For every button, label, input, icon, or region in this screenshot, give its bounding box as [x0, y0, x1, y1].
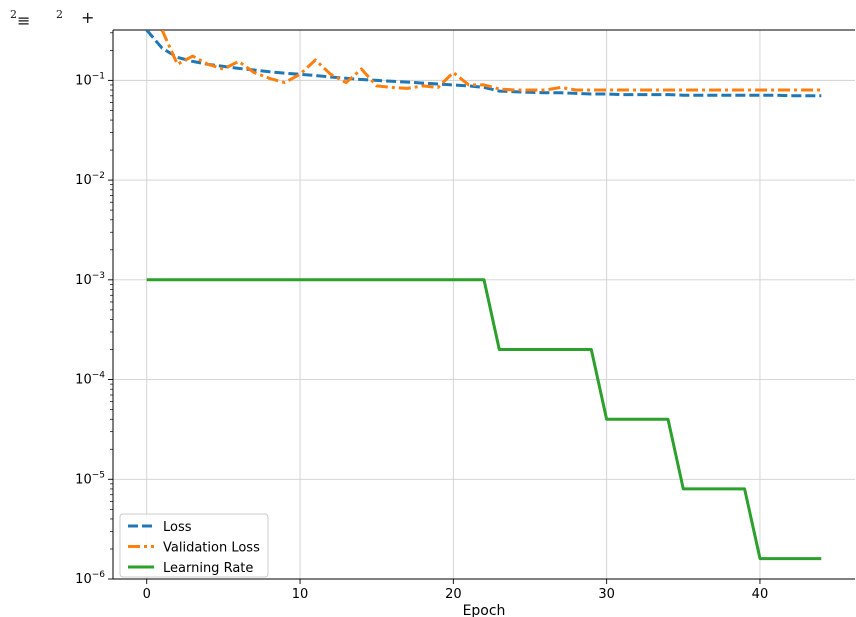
legend-label: Learning Rate — [163, 561, 253, 576]
series-line-loss — [145, 30, 822, 98]
x-tick-label: 0 — [143, 587, 151, 602]
x-tick-label: 10 — [292, 587, 309, 602]
plus-icon[interactable]: + — [81, 8, 95, 27]
series-group — [145, 30, 822, 561]
x-tick-label: 40 — [752, 587, 769, 602]
series-line-learning-rate — [146, 278, 822, 561]
series-line-validation-loss — [160, 30, 822, 92]
y-tick-label: 10−5 — [75, 470, 105, 487]
legend-box — [119, 513, 269, 578]
x-tick-label: 20 — [445, 587, 462, 602]
x-axis-label: Epoch — [463, 603, 506, 617]
y-tick-label: 10−6 — [75, 570, 105, 587]
y-tick-label: 10−2 — [75, 171, 105, 188]
y-tick-label: 10−4 — [75, 371, 105, 388]
add-count-badge: 2 — [56, 8, 63, 21]
legend-label: Loss — [163, 520, 192, 535]
legend: Loss Validation Loss Learning Rate — [119, 513, 269, 578]
y-tick-label: 10−3 — [75, 271, 105, 288]
toolbar: 2 ≡ 2 + — [0, 0, 120, 30]
x-tick-label: 30 — [598, 587, 615, 602]
menu-icon[interactable]: ≡ — [17, 11, 31, 30]
y-tick-label: 10−1 — [75, 71, 105, 88]
menu-count-badge: 2 — [10, 8, 17, 21]
legend-label: Validation Loss — [163, 541, 260, 556]
